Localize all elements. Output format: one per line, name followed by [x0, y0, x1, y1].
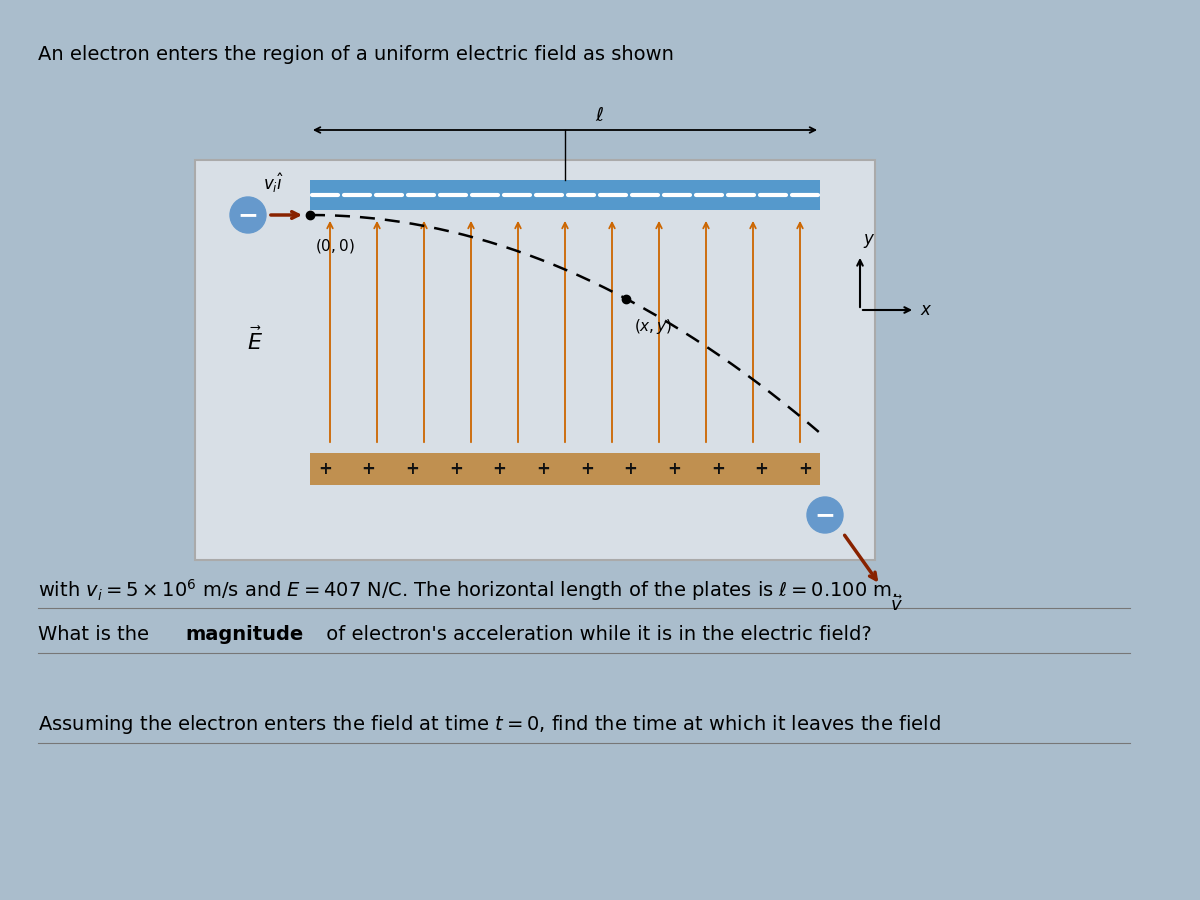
Text: +: + [406, 460, 419, 478]
Text: magnitude: magnitude [185, 626, 304, 644]
Text: −: − [238, 203, 258, 227]
Text: $\vec{E}$: $\vec{E}$ [247, 327, 263, 354]
Text: +: + [536, 460, 550, 478]
Text: +: + [493, 460, 506, 478]
Text: +: + [624, 460, 637, 478]
Text: $x$: $x$ [920, 301, 932, 319]
Text: An electron enters the region of a uniform electric field as shown: An electron enters the region of a unifo… [38, 46, 674, 65]
Text: +: + [798, 460, 812, 478]
Text: $(0, 0)$: $(0, 0)$ [314, 237, 355, 255]
Text: +: + [710, 460, 725, 478]
Text: +: + [667, 460, 682, 478]
Text: +: + [580, 460, 594, 478]
Text: with $v_i = 5 \times 10^6$ m/s and $E = 407$ N/C. The horizontal length of the p: with $v_i = 5 \times 10^6$ m/s and $E = … [38, 577, 898, 603]
Circle shape [230, 197, 266, 233]
Text: $\ell$: $\ell$ [595, 106, 604, 125]
Text: of electron's acceleration while it is in the electric field?: of electron's acceleration while it is i… [320, 626, 871, 644]
Circle shape [808, 497, 842, 533]
Text: +: + [318, 460, 332, 478]
Text: +: + [361, 460, 376, 478]
Text: Assuming the electron enters the field at time $t = 0$, find the time at which i: Assuming the electron enters the field a… [38, 714, 941, 736]
Text: −: − [815, 503, 835, 527]
Text: $(x, y)$: $(x, y)$ [635, 317, 672, 336]
Bar [310, 180, 820, 210]
Bar [310, 453, 820, 485]
Text: +: + [449, 460, 463, 478]
Text: $v_i\hat{\imath}$: $v_i\hat{\imath}$ [263, 171, 284, 195]
Bar [194, 160, 875, 560]
Text: What is the: What is the [38, 626, 155, 644]
Text: $\vec{v}$: $\vec{v}$ [890, 595, 902, 615]
Text: +: + [755, 460, 768, 478]
Text: $y$: $y$ [863, 232, 876, 250]
